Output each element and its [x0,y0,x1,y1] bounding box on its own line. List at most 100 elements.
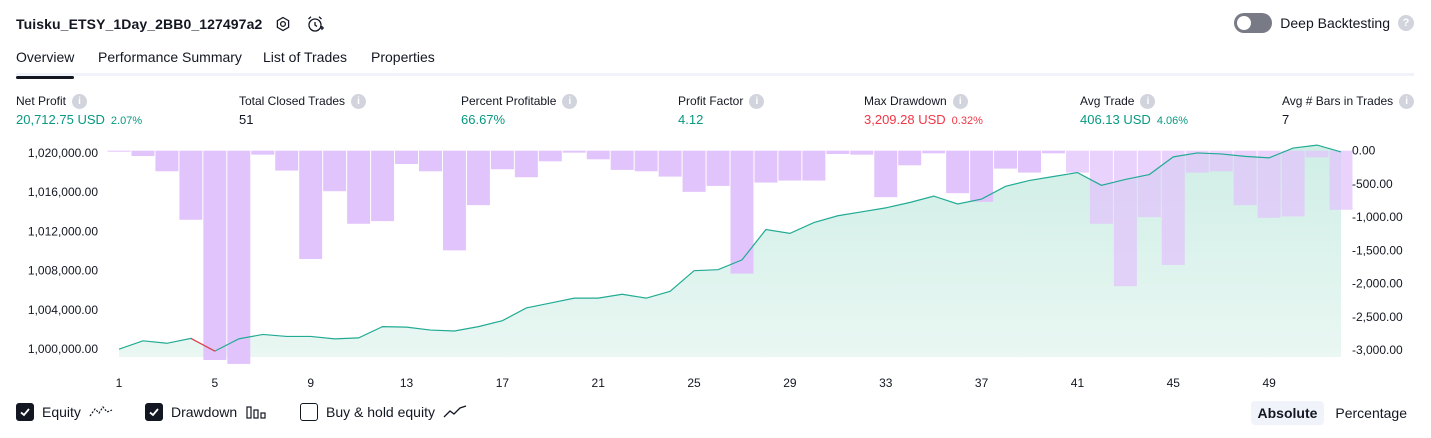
drawdown-label: Drawdown [171,404,238,420]
drawdown-bar [251,150,275,155]
x-tick-label: 49 [1262,376,1276,390]
y-left-tick-label: 1,020,000.00 [28,146,98,160]
equity-checkbox[interactable] [16,403,34,421]
x-tick-label: 37 [975,376,989,390]
drawdown-bar [730,150,754,274]
drawdown-bar [155,150,179,172]
drawdown-bar [1257,150,1281,218]
drawdown-bar [538,150,562,162]
drawdown-bar [1042,150,1065,154]
drawdown-bar [1305,150,1329,158]
legend-equity[interactable]: Equity [16,403,113,421]
help-icon[interactable]: ? [1398,15,1414,31]
drawdown-bar [227,150,251,364]
equity-below-start-segment [190,337,216,352]
display-mode-switch: Absolute Percentage [1250,401,1415,425]
x-tick-label: 13 [400,376,414,390]
equity-area [119,145,1342,358]
y-right-tick-label: -500.00 [1352,177,1393,191]
settings-icon[interactable] [272,13,294,35]
drawdown-bar [658,150,682,177]
tab-overview[interactable]: Overview [16,49,75,79]
info-icon[interactable]: i [1399,93,1415,109]
deep-backtesting-toggle[interactable] [1234,13,1273,33]
drawdown-bar [1233,150,1257,206]
drawdown-bar [1089,150,1113,224]
metric-profit-factor: Profit Factor i 4.12 [678,93,765,127]
info-icon[interactable]: i [72,93,88,109]
metric-label: Percent Profitable [461,94,557,108]
equity-drawdown-chart: 1,000,000.00 1,004,000.00 1,008,000.00 1,01… [28,144,1403,390]
x-tick-label: 9 [307,376,314,390]
absolute-button[interactable]: Absolute [1250,401,1325,425]
drawdown-bar [610,150,634,170]
drawdown-bar [586,150,610,160]
equity-line [118,144,1342,352]
x-tick-label: 1 [116,376,123,390]
metric-net-profit: Net Profit i 20,712.75 USD 2.07% [16,93,142,127]
info-icon[interactable]: i [1140,93,1156,109]
tab-list-of-trades[interactable]: List of Trades [263,49,348,65]
y-right-tick-label: 0.00 [1352,144,1376,158]
drawdown-bar [179,150,203,220]
legend-drawdown[interactable]: Drawdown [145,403,267,421]
x-tick-label: 33 [879,376,893,390]
metric-value: 51 [239,112,254,127]
metric-label: Total Closed Trades [239,94,346,108]
x-tick-label: 29 [783,376,797,390]
drawdown-bar [898,150,922,166]
drawdown-bar [323,150,347,192]
info-icon[interactable]: i [952,93,968,109]
deep-backtesting-label: Deep Backtesting [1280,15,1390,31]
drawdown-bar [826,150,850,154]
tab-bar: Overview Performance Summary List of Tra… [16,46,1414,79]
metric-avg-bars-in-trades: Avg # Bars in Trades i 7 [1282,93,1415,127]
metric-value: 20,712.75 USD [16,112,105,127]
drawdown-bar [347,150,371,224]
drawdown-bar [682,150,706,192]
equity-label: Equity [42,404,81,420]
y-left-tick-label: 1,000,000.00 [28,342,98,356]
tab-performance-summary[interactable]: Performance Summary [98,49,242,65]
drawdown-bar [419,150,442,172]
info-icon[interactable]: i [749,93,765,109]
drawdown-bar [1137,150,1161,218]
drawdown-bar [922,150,946,154]
legend-buy-hold[interactable]: Buy & hold equity [300,403,467,421]
drawdown-bar [802,150,826,181]
drawdown-bar [754,150,778,183]
y-left-tick-label: 1,004,000.00 [28,303,98,317]
metric-value: 7 [1282,112,1290,127]
drawdown-bar [1281,150,1305,217]
drawdown-bar [970,150,994,202]
metric-label: Net Profit [16,94,67,108]
y-left-tick-label: 1,008,000.00 [28,264,98,278]
drawdown-bar [131,150,155,156]
drawdown-bar [1209,150,1233,172]
alarm-clock-icon[interactable] [304,13,326,35]
y-right-tick-label: -2,000.00 [1352,277,1403,291]
metric-avg-trade: Avg Trade i 406.13 USD 4.06% [1080,93,1188,127]
drawdown-bar [442,150,466,251]
y-left-tick-label: 1,012,000.00 [28,224,98,238]
y-right-tick-label: -1,000.00 [1352,210,1403,224]
x-tick-label: 41 [1071,376,1085,390]
info-icon[interactable]: i [351,93,367,109]
tab-properties[interactable]: Properties [371,49,435,65]
drawdown-bar [874,150,898,198]
metric-label: Max Drawdown [864,94,947,108]
info-icon[interactable]: i [562,93,578,109]
drawdown-bar [514,150,538,178]
metric-total-closed-trades: Total Closed Trades i 51 [239,93,367,127]
metric-percent-profitable: Percent Profitable i 66.67% [461,93,578,127]
drawdown-checkbox[interactable] [145,403,163,421]
percentage-button[interactable]: Percentage [1335,405,1407,421]
x-tick-label: 5 [212,376,219,390]
metric-label: Avg # Bars in Trades [1282,94,1394,108]
drawdown-bar [994,150,1018,169]
y-right-tick-label: -3,000.00 [1352,343,1403,357]
buy-hold-checkbox[interactable] [300,403,318,421]
drawdown-bar [562,150,586,153]
drawdown-bar [107,150,131,152]
drawdown-bar [490,150,514,170]
